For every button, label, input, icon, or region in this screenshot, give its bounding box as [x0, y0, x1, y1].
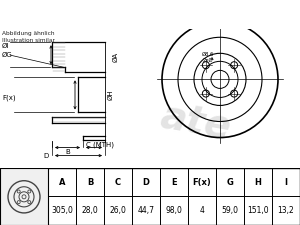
Text: ate: ate: [157, 98, 233, 147]
Text: ØG: ØG: [2, 52, 13, 58]
Text: B: B: [65, 148, 70, 155]
Text: ØH: ØH: [108, 89, 114, 100]
Bar: [0, 168, 48, 225]
Text: 305,0: 305,0: [51, 206, 73, 215]
Text: 26,0: 26,0: [110, 206, 126, 215]
Text: Illustration similar: Illustration similar: [2, 38, 55, 43]
Text: 24.0128-0120.1: 24.0128-0120.1: [61, 8, 178, 21]
Text: 98,0: 98,0: [166, 206, 182, 215]
Text: F(x): F(x): [2, 94, 16, 101]
Text: Abbildung ähnlich: Abbildung ähnlich: [2, 31, 55, 36]
Text: 4: 4: [200, 206, 204, 215]
Text: G: G: [226, 178, 233, 187]
Text: D: D: [142, 178, 149, 187]
Text: ØA: ØA: [113, 52, 119, 62]
Text: H: H: [255, 178, 261, 187]
Text: I: I: [284, 178, 287, 187]
Text: Ø8,6
2xØ: Ø8,6 2xØ: [202, 52, 214, 63]
Text: 151,0: 151,0: [247, 206, 269, 215]
Text: F(x): F(x): [193, 178, 211, 187]
Text: 428120: 428120: [206, 8, 262, 21]
Text: D: D: [44, 153, 49, 159]
Text: C (MTH): C (MTH): [86, 141, 114, 148]
Text: 44,7: 44,7: [137, 206, 154, 215]
Text: E: E: [171, 178, 177, 187]
Text: ØI: ØI: [2, 43, 9, 49]
Text: 59,0: 59,0: [221, 206, 239, 215]
Text: 28,0: 28,0: [82, 206, 98, 215]
Text: B: B: [87, 178, 93, 187]
Text: C: C: [115, 178, 121, 187]
Text: A: A: [59, 178, 65, 187]
Text: 13,2: 13,2: [278, 206, 294, 215]
